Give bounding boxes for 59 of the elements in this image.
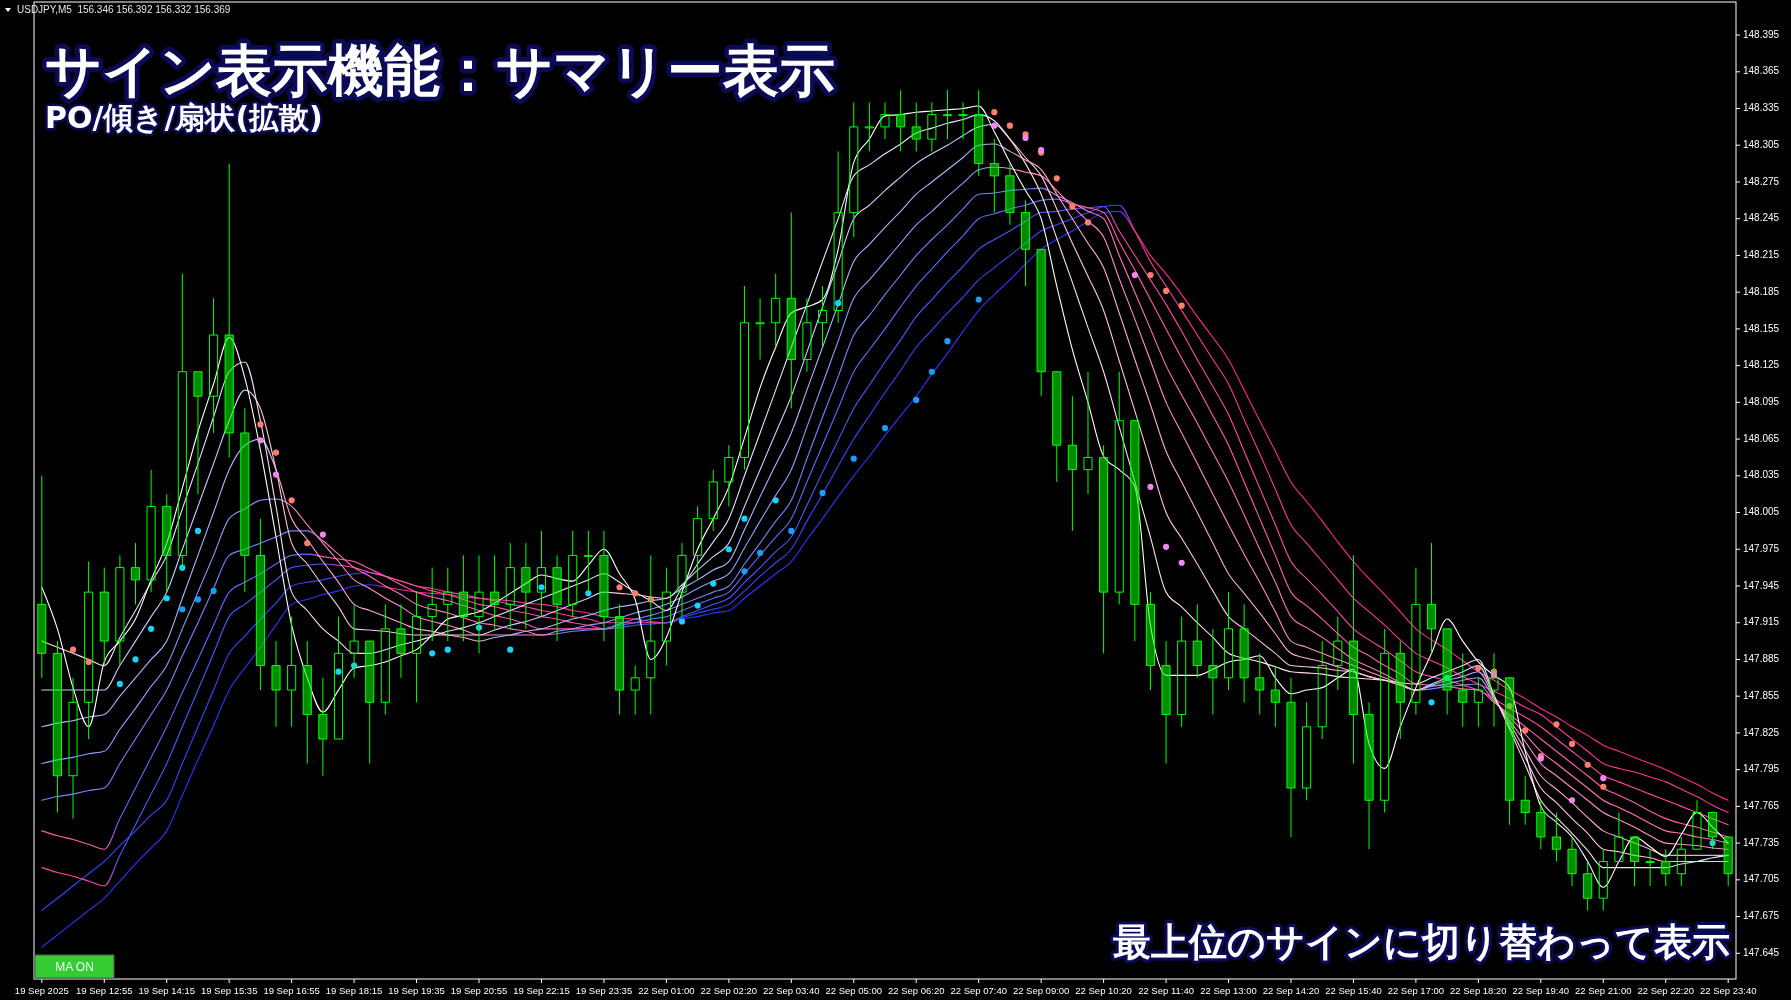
y-tick-label: 147.735 bbox=[1743, 836, 1780, 848]
y-tick-label: 147.645 bbox=[1743, 946, 1780, 958]
x-tick-label: 19 Sep 18:15 bbox=[325, 985, 383, 996]
y-tick-label: 147.675 bbox=[1743, 910, 1780, 922]
text: サイン表示機能：サマリー表示 bbox=[45, 38, 835, 103]
x-tick-label: 22 Sep 10:20 bbox=[1075, 985, 1132, 996]
annotation: MA ON bbox=[55, 960, 94, 974]
y-tick-label: 148.185 bbox=[1743, 285, 1780, 297]
x-tick-label: 22 Sep 22:20 bbox=[1637, 985, 1694, 996]
y-tick-label: 148.365 bbox=[1743, 65, 1780, 77]
annotation: 最上位のサインに切り替わって表示 bbox=[1113, 920, 1730, 964]
x-tick-label: 22 Sep 01:00 bbox=[638, 985, 695, 996]
x-tick-label: 22 Sep 15:40 bbox=[1325, 985, 1382, 996]
y-tick-label: 148.125 bbox=[1743, 359, 1780, 371]
y-tick-label: 148.005 bbox=[1743, 506, 1780, 518]
x-tick-label: 22 Sep 17:00 bbox=[1387, 985, 1445, 996]
x-tick-label: 19 Sep 22:15 bbox=[513, 985, 570, 996]
x-tick-label: 19 Sep 2025 bbox=[14, 985, 69, 996]
x-tick-label: 19 Sep 15:35 bbox=[200, 985, 258, 996]
y-tick-label: 148.155 bbox=[1743, 322, 1780, 334]
y-tick-label: 147.765 bbox=[1743, 800, 1780, 812]
x-tick-label: 22 Sep 06:20 bbox=[887, 985, 945, 996]
x-tick-label: 22 Sep 05:00 bbox=[825, 985, 883, 996]
text: PO/傾き/扇状(拡散) bbox=[45, 100, 323, 135]
y-tick-label: 148.305 bbox=[1743, 138, 1780, 150]
y-tick-label: 147.825 bbox=[1743, 726, 1780, 738]
y-tick-label: 147.945 bbox=[1743, 579, 1780, 591]
y-tick-label: 148.035 bbox=[1743, 469, 1780, 481]
x-tick-label: 22 Sep 23:40 bbox=[1699, 985, 1757, 996]
y-tick-label: 148.395 bbox=[1743, 28, 1780, 40]
x-tick-label: 22 Sep 14:20 bbox=[1262, 985, 1320, 996]
y-tick-label: 147.915 bbox=[1743, 616, 1780, 628]
x-tick-label: 19 Sep 20:55 bbox=[450, 985, 508, 996]
x-tick-label: 22 Sep 02:20 bbox=[700, 985, 758, 996]
y-tick-label: 147.885 bbox=[1743, 653, 1780, 665]
y-tick-label: 148.215 bbox=[1743, 249, 1780, 261]
y-tick-label: 148.335 bbox=[1743, 102, 1780, 114]
y-tick-label: 147.705 bbox=[1743, 873, 1780, 885]
y-tick-label: 147.975 bbox=[1743, 542, 1780, 554]
x-tick-label: 22 Sep 18:20 bbox=[1450, 985, 1507, 996]
y-tick-label: 148.275 bbox=[1743, 175, 1780, 187]
y-tick-label: 147.855 bbox=[1743, 689, 1780, 701]
y-tick-label: 148.095 bbox=[1743, 395, 1780, 407]
x-tick-label: 22 Sep 11:40 bbox=[1138, 985, 1194, 996]
x-tick-label: 22 Sep 03:40 bbox=[763, 985, 820, 996]
annotation: USDJPY,M5 156.346 156.392 156.332 156.369 bbox=[17, 4, 231, 15]
y-tick-label: 148.245 bbox=[1743, 212, 1780, 224]
x-tick-label: 19 Sep 19:35 bbox=[388, 985, 445, 996]
x-tick-label: 22 Sep 19:40 bbox=[1512, 985, 1570, 996]
x-tick-label: 22 Sep 21:00 bbox=[1575, 985, 1632, 996]
x-tick-label: 22 Sep 09:00 bbox=[1012, 985, 1070, 996]
x-tick-label: 22 Sep 13:00 bbox=[1200, 985, 1257, 996]
y-tick-label: 147.795 bbox=[1743, 763, 1780, 775]
x-tick-label: 22 Sep 07:40 bbox=[950, 985, 1007, 996]
x-tick-label: 19 Sep 14:15 bbox=[138, 985, 195, 996]
x-tick-label: 19 Sep 12:55 bbox=[76, 985, 133, 996]
x-tick-label: 19 Sep 23:35 bbox=[575, 985, 633, 996]
y-tick-label: 148.065 bbox=[1743, 432, 1780, 444]
x-tick-label: 19 Sep 16:55 bbox=[263, 985, 320, 996]
